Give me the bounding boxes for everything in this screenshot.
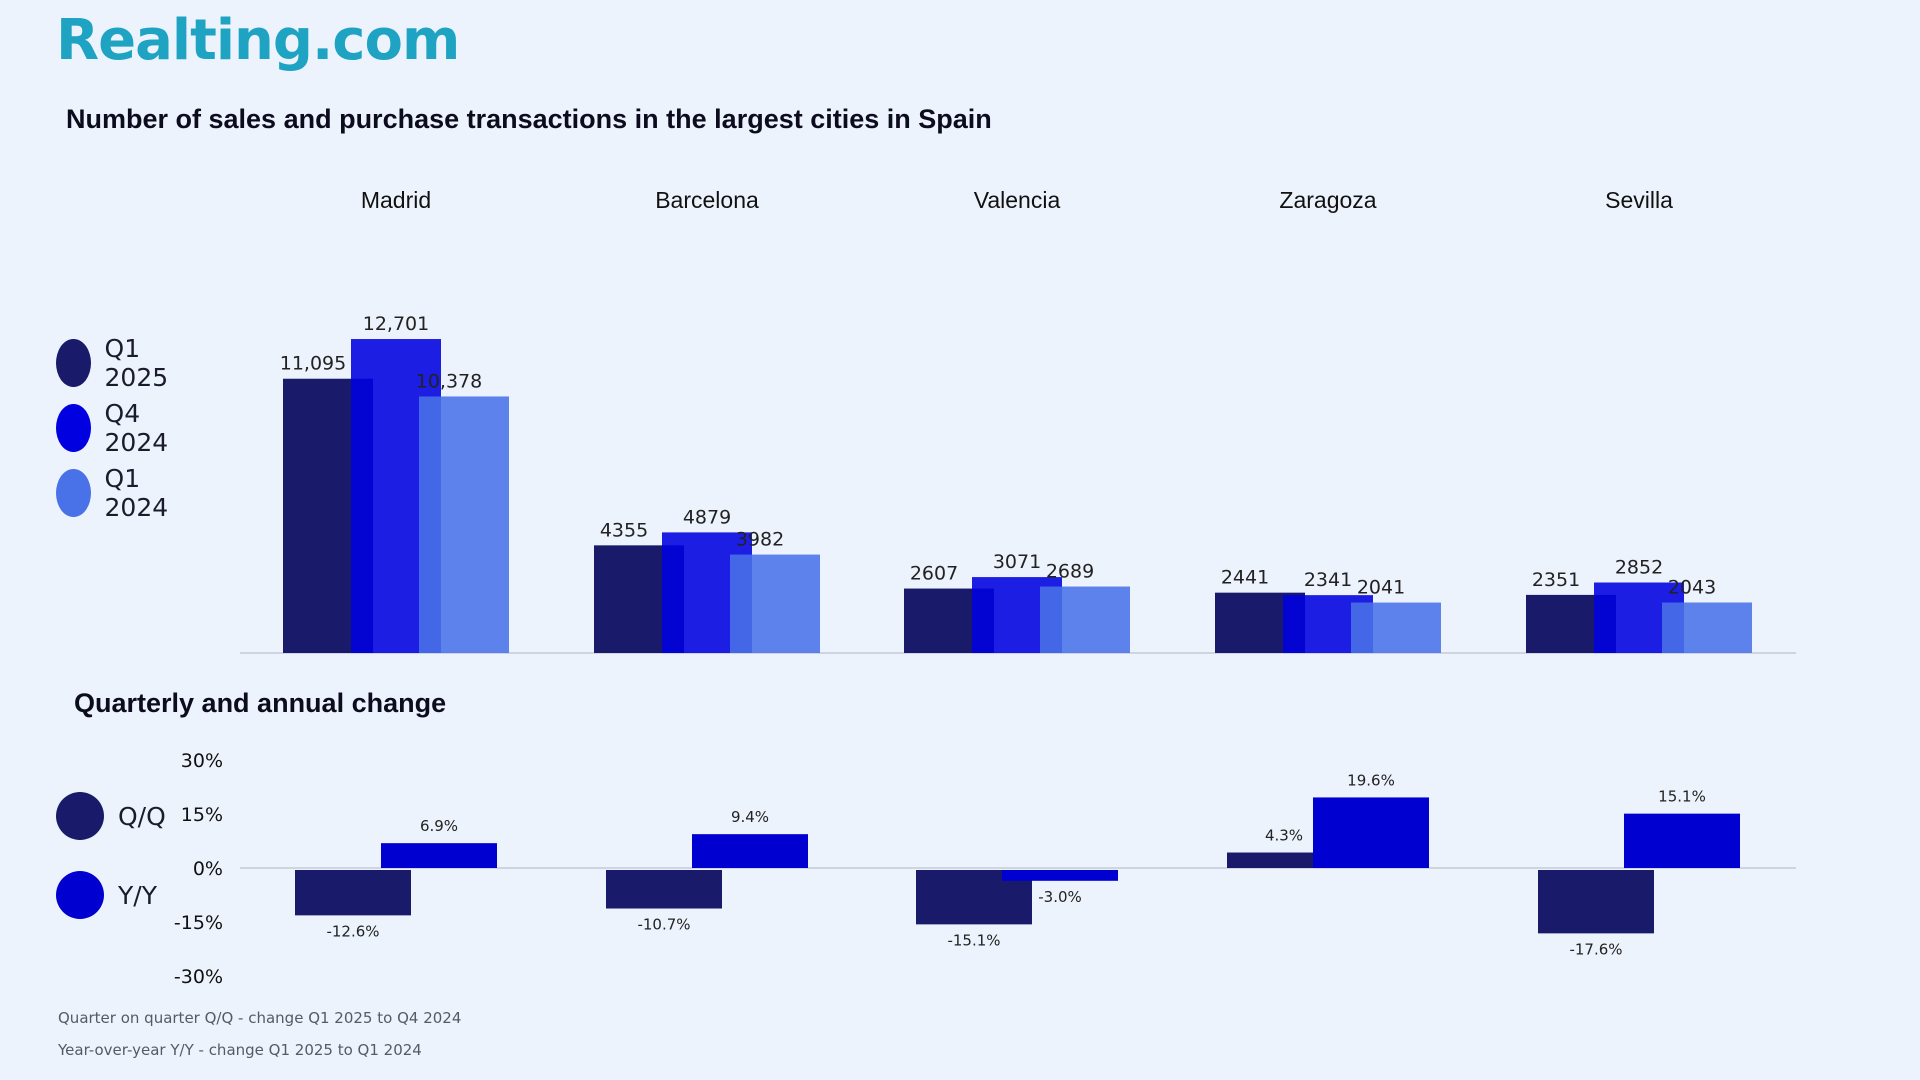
- change-value-label: 6.9%: [420, 817, 458, 835]
- bar-value-label: 2607: [910, 563, 958, 585]
- legend-swatch: [56, 871, 104, 919]
- change-value-label: -3.0%: [1038, 888, 1082, 906]
- bar-barcelona-series-3: [730, 554, 820, 653]
- legend-item-q1-2024: Q1 2024: [56, 464, 182, 522]
- city-label-zaragoza: Zaragoza: [1279, 187, 1376, 213]
- y-tick-label: 0%: [193, 858, 223, 880]
- legend-label: Q4 2024: [104, 399, 169, 457]
- realting-logo: Realting.com: [56, 8, 460, 73]
- change-bar-madrid-series-1: [295, 870, 411, 916]
- change-value-label: -10.7%: [637, 916, 690, 934]
- bar-value-label: 2441: [1221, 567, 1269, 589]
- city-label-sevilla: Sevilla: [1605, 187, 1673, 213]
- change-bar-sevilla-series-2: [1624, 813, 1740, 868]
- bar-sevilla-series-3: [1662, 602, 1752, 653]
- bar-value-label: 11,095: [280, 353, 346, 375]
- qq-footnote: Quarter on quarter Q/Q - change Q1 2025 …: [58, 1009, 462, 1027]
- bar-value-label: 2351: [1532, 569, 1580, 591]
- change-value-label: -15.1%: [947, 931, 1000, 949]
- y-tick-label: -15%: [174, 912, 223, 934]
- change-chart-title: Quarterly and annual change: [74, 688, 447, 718]
- change-value-label: 9.4%: [731, 808, 769, 826]
- change-value-label: 19.6%: [1347, 771, 1395, 789]
- bar-value-label: 3071: [993, 551, 1041, 573]
- bar-value-label: 2043: [1668, 576, 1716, 598]
- legend-swatch: [56, 469, 91, 517]
- change-bar-zaragoza-series-2: [1313, 797, 1429, 868]
- city-label-madrid: Madrid: [361, 187, 431, 213]
- change-value-label: 4.3%: [1265, 827, 1303, 845]
- city-label-barcelona: Barcelona: [655, 187, 759, 213]
- bar-zaragoza-series-3: [1351, 602, 1441, 653]
- bar-value-label: 4355: [600, 519, 648, 541]
- change-bar-barcelona-series-2: [692, 834, 808, 868]
- y-tick-label: 15%: [181, 804, 223, 826]
- legend-swatch: [56, 404, 91, 452]
- bar-valencia-series-3: [1040, 586, 1130, 653]
- city-label-valencia: Valencia: [974, 187, 1061, 213]
- change-value-label: -12.6%: [326, 922, 379, 940]
- legend-label: Q/Q: [118, 801, 166, 831]
- change-bar-madrid-series-2: [381, 843, 497, 868]
- bar-value-label: 12,701: [363, 313, 429, 335]
- change-bar-sevilla-series-1: [1538, 870, 1654, 934]
- bar-madrid-series-3: [419, 396, 509, 653]
- change-value-label: -17.6%: [1569, 940, 1622, 958]
- legend-item-q1-2025: Q1 2025: [56, 334, 182, 392]
- change-value-label: 15.1%: [1658, 788, 1706, 806]
- y-tick-label: 30%: [181, 750, 223, 772]
- legend-label: Q1 2025: [104, 334, 169, 392]
- bar-value-label: 3982: [736, 529, 784, 551]
- legend-item-q4-2024: Q4 2024: [56, 399, 182, 457]
- legend-item-yy: Y/Y: [56, 871, 157, 919]
- y-tick-label: -30%: [174, 966, 223, 988]
- chart-title: Number of sales and purchase transaction…: [66, 104, 992, 134]
- bar-value-label: 4879: [683, 506, 731, 528]
- change-bar-valencia-series-2: [1002, 870, 1118, 881]
- bar-value-label: 2341: [1304, 569, 1352, 591]
- bar-value-label: 10,378: [416, 370, 482, 392]
- bar-value-label: 2041: [1357, 577, 1405, 599]
- bar-value-label: 2689: [1046, 561, 1094, 583]
- legend-swatch: [56, 792, 104, 840]
- legend-item-qq: Q/Q: [56, 792, 166, 840]
- legend-label: Q1 2024: [104, 464, 169, 522]
- change-bar-barcelona-series-1: [606, 870, 722, 909]
- bar-value-label: 2852: [1615, 556, 1663, 578]
- legend-swatch: [56, 339, 91, 387]
- yy-footnote: Year-over-year Y/Y - change Q1 2025 to Q…: [58, 1041, 422, 1059]
- legend-label: Y/Y: [118, 880, 157, 910]
